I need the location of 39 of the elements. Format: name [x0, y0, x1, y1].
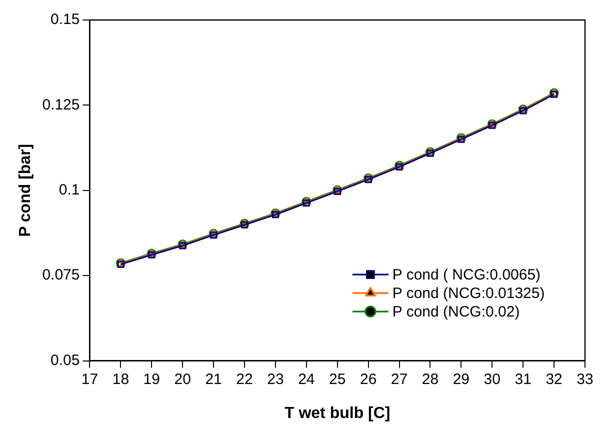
x-tick-label: 23: [267, 370, 284, 388]
point: [148, 251, 156, 258]
y-tick-label: 0.05: [50, 352, 80, 369]
point: [520, 107, 527, 114]
legend-label: P cond (NCG:0.02): [392, 304, 520, 321]
point: [426, 150, 434, 157]
point: [458, 136, 465, 143]
x-tick-label: 21: [205, 370, 222, 388]
y-tick-label: 0.125: [42, 96, 80, 114]
x-tick-label: 33: [576, 370, 594, 388]
x-tick-label: 29: [452, 370, 470, 388]
y-axis-title: P cond [bar]: [17, 144, 34, 237]
x-tick-label: 32: [546, 370, 562, 388]
y-tick-label: 0.075: [42, 266, 80, 284]
x-axis-title: T wet bulb [C]: [284, 404, 390, 422]
legend-label: P cond ( NCG:0.0065): [392, 266, 541, 284]
x-tick-label: 30: [484, 370, 500, 388]
x-tick-label: 27: [390, 370, 408, 388]
y-tick-label: 0.15: [50, 11, 80, 28]
x-tick-label: 24: [298, 370, 315, 388]
point: [272, 211, 280, 218]
point: [396, 163, 403, 170]
point: [488, 122, 496, 129]
legend-label: P cond (NCG:0.01325): [392, 285, 545, 302]
x-tick-label: 17: [81, 370, 98, 388]
point: [179, 242, 186, 250]
x-tick-label: 22: [236, 370, 253, 388]
point: [334, 188, 341, 195]
point: [240, 221, 248, 228]
point: [550, 90, 558, 98]
x-tick-label: 25: [329, 370, 346, 388]
x-tick-label: 31: [514, 370, 532, 388]
x-tick-label: 26: [360, 370, 377, 388]
x-tick-label: 20: [174, 370, 191, 388]
x-tick-label: 19: [143, 370, 160, 388]
x-tick-label: 28: [422, 370, 439, 388]
y-tick-label: 0.1: [58, 182, 80, 199]
x-tick-label: 18: [112, 370, 130, 388]
point: [117, 260, 124, 268]
